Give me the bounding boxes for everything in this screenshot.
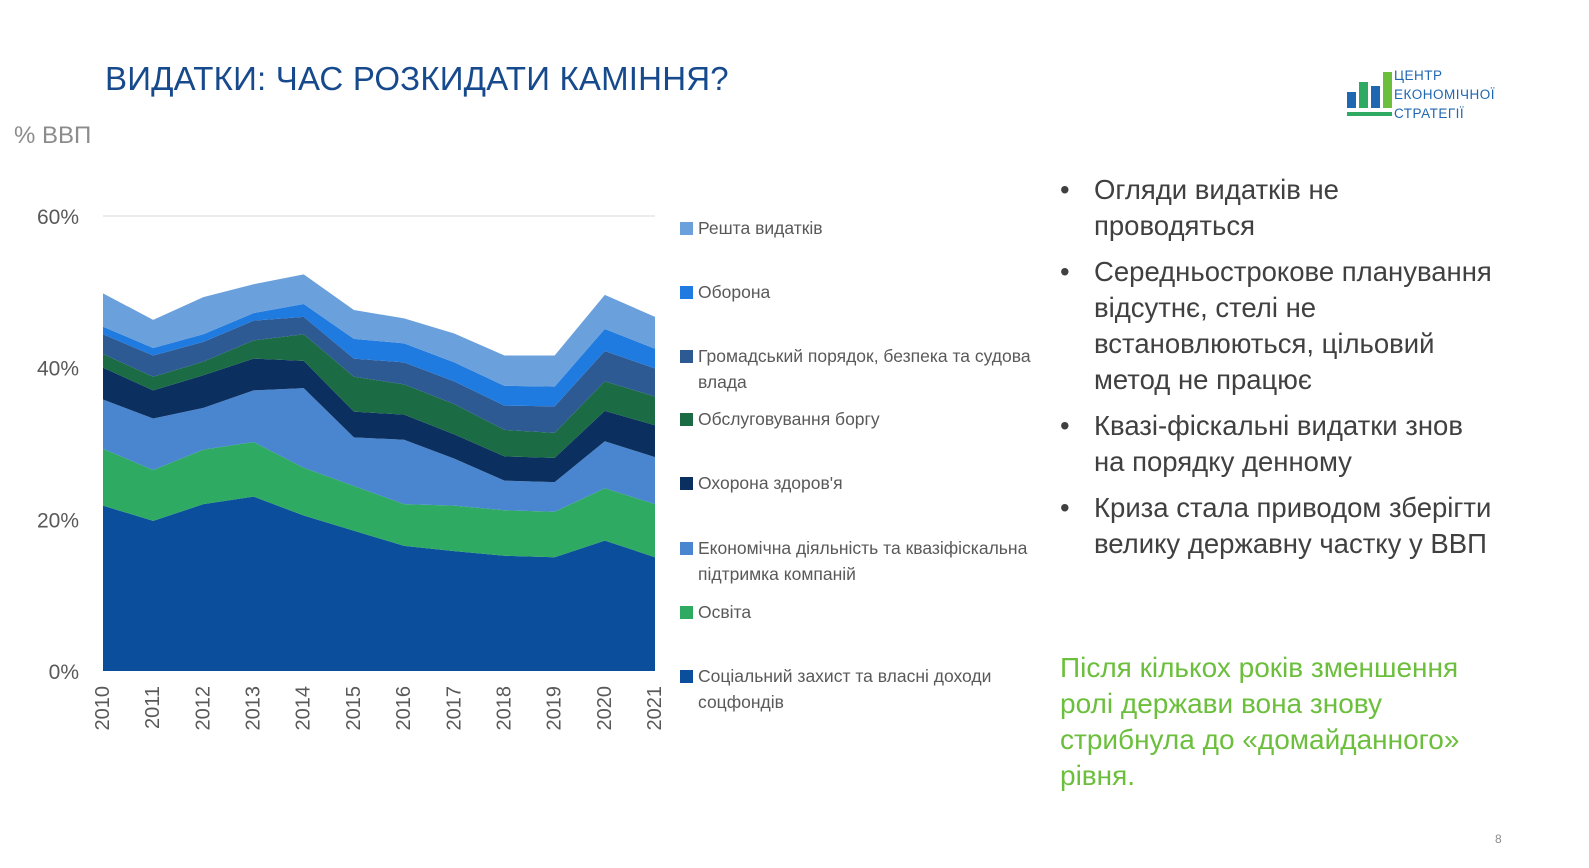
- area-series-5: [103, 316, 655, 433]
- legend-swatch: [680, 477, 693, 490]
- legend-swatch: [680, 286, 693, 299]
- x-tick-label: 2018: [493, 686, 515, 731]
- area-series-7: [103, 274, 655, 387]
- y-tick-label: 0%: [49, 661, 79, 684]
- area-series-3: [103, 358, 655, 483]
- area-series-0: [103, 496, 655, 671]
- logo-line-1: ЦЕНТР: [1394, 68, 1443, 83]
- legend-label: Освіта: [698, 602, 752, 622]
- x-tick-label: 2013: [243, 686, 265, 731]
- x-tick-label: 2019: [544, 686, 566, 731]
- bullet-text: Квазі-фіскальні видатки знов на порядку …: [1094, 410, 1463, 477]
- bullet-item: • Криза стала приводом зберігти велику де…: [1058, 490, 1498, 562]
- legend-label: Решта видатків: [698, 218, 823, 238]
- legend-label: Охорона здоров'я: [698, 473, 843, 493]
- legend-item: Обслуговування боргу: [680, 406, 1035, 432]
- legend-item: Економічна діяльність та квазіфіскальна …: [680, 535, 1035, 587]
- legend-swatch: [680, 542, 693, 555]
- x-tick-label: 2017: [443, 686, 465, 731]
- page-title: ВИДАТКИ: ЧАС РОЗКИДАТИ КАМІННЯ?: [105, 60, 729, 97]
- bullet-text: Огляди видатків не проводяться: [1094, 174, 1339, 241]
- legend-item: Громадський порядок, безпека та судова в…: [680, 343, 1035, 395]
- bullet-dot-icon: •: [1060, 256, 1070, 287]
- legend-label: Економічна діяльність та квазіфіскальна …: [698, 538, 1028, 584]
- legend-swatch: [680, 350, 693, 363]
- y-tick-label: 20%: [37, 509, 79, 532]
- x-axis-ticks: 2010 2011 2012 2013 2014 2015 2016 2017 2018 2019…: [92, 686, 666, 731]
- x-tick-label: 2012: [192, 686, 214, 731]
- legend-swatch: [680, 606, 693, 619]
- legend-item: Оборона: [680, 279, 1035, 305]
- y-axis-unit-label: % ВВП: [14, 122, 92, 149]
- y-tick-label: 60%: [37, 206, 79, 229]
- stacked-area-chart: 0% 20% 40% 60% 2010 2011 2012 2013 2014 2015 2016…: [37, 206, 666, 731]
- logo-line-3: СТРАТЕГІЇ: [1394, 106, 1465, 121]
- bar-chart-logo-icon: [1347, 72, 1392, 116]
- bullet-item: • Огляди видатків не проводяться: [1058, 172, 1498, 244]
- legend-swatch: [680, 413, 693, 426]
- bullet-dot-icon: •: [1060, 174, 1070, 205]
- legend-label: Соціальний захист та власні доходи соцфо…: [698, 666, 992, 712]
- legend-item: Соціальний захист та власні доходи соцфо…: [680, 663, 1035, 715]
- x-tick-label: 2021: [644, 686, 666, 731]
- area-series-6: [103, 303, 655, 407]
- legend-label: Громадський порядок, безпека та судова в…: [698, 346, 1031, 392]
- x-tick-label: 2011: [142, 686, 164, 729]
- logo-text: ЦЕНТР ЕКОНОМІЧНОЇ СТРАТЕГІЇ: [1394, 66, 1495, 123]
- x-tick-label: 2020: [594, 686, 616, 731]
- legend-label: Оборона: [698, 282, 771, 302]
- bullet-dot-icon: •: [1060, 492, 1070, 523]
- legend-swatch: [680, 222, 693, 235]
- bullet-text: Криза стала приводом зберігти велику дер…: [1094, 492, 1492, 559]
- area-series-1: [103, 441, 655, 558]
- page-number: 8: [1495, 832, 1502, 846]
- x-tick-label: 2014: [293, 686, 315, 731]
- y-tick-label: 40%: [37, 358, 79, 381]
- bullet-item: • Середньострокове планування відсутнє, с…: [1058, 254, 1498, 398]
- y-axis-ticks: 0% 20% 40% 60%: [37, 206, 79, 684]
- legend-swatch: [680, 670, 693, 683]
- bullet-list: • Огляди видатків не проводяться • Середнь…: [1058, 172, 1498, 572]
- area-series-group: [103, 274, 655, 671]
- legend-item: Решта видатків: [680, 215, 1035, 241]
- logo-line-2: ЕКОНОМІЧНОЇ: [1394, 87, 1495, 102]
- bullet-dot-icon: •: [1060, 410, 1070, 441]
- legend-item: Охорона здоров'я: [680, 470, 1035, 496]
- bullet-text: Середньострокове планування відсутнє, ст…: [1094, 256, 1492, 395]
- legend-item: Освіта: [680, 599, 1035, 625]
- x-tick-label: 2016: [393, 686, 415, 731]
- x-tick-label: 2010: [92, 686, 114, 731]
- area-series-2: [103, 388, 655, 512]
- bullet-item: • Квазі-фіскальні видатки знов на порядку…: [1058, 408, 1498, 480]
- area-series-4: [103, 334, 655, 458]
- conclusion-text: Після кількох років зменшення ролі держа…: [1060, 652, 1460, 791]
- x-tick-label: 2015: [343, 686, 365, 731]
- legend-label: Обслуговування боргу: [698, 409, 880, 429]
